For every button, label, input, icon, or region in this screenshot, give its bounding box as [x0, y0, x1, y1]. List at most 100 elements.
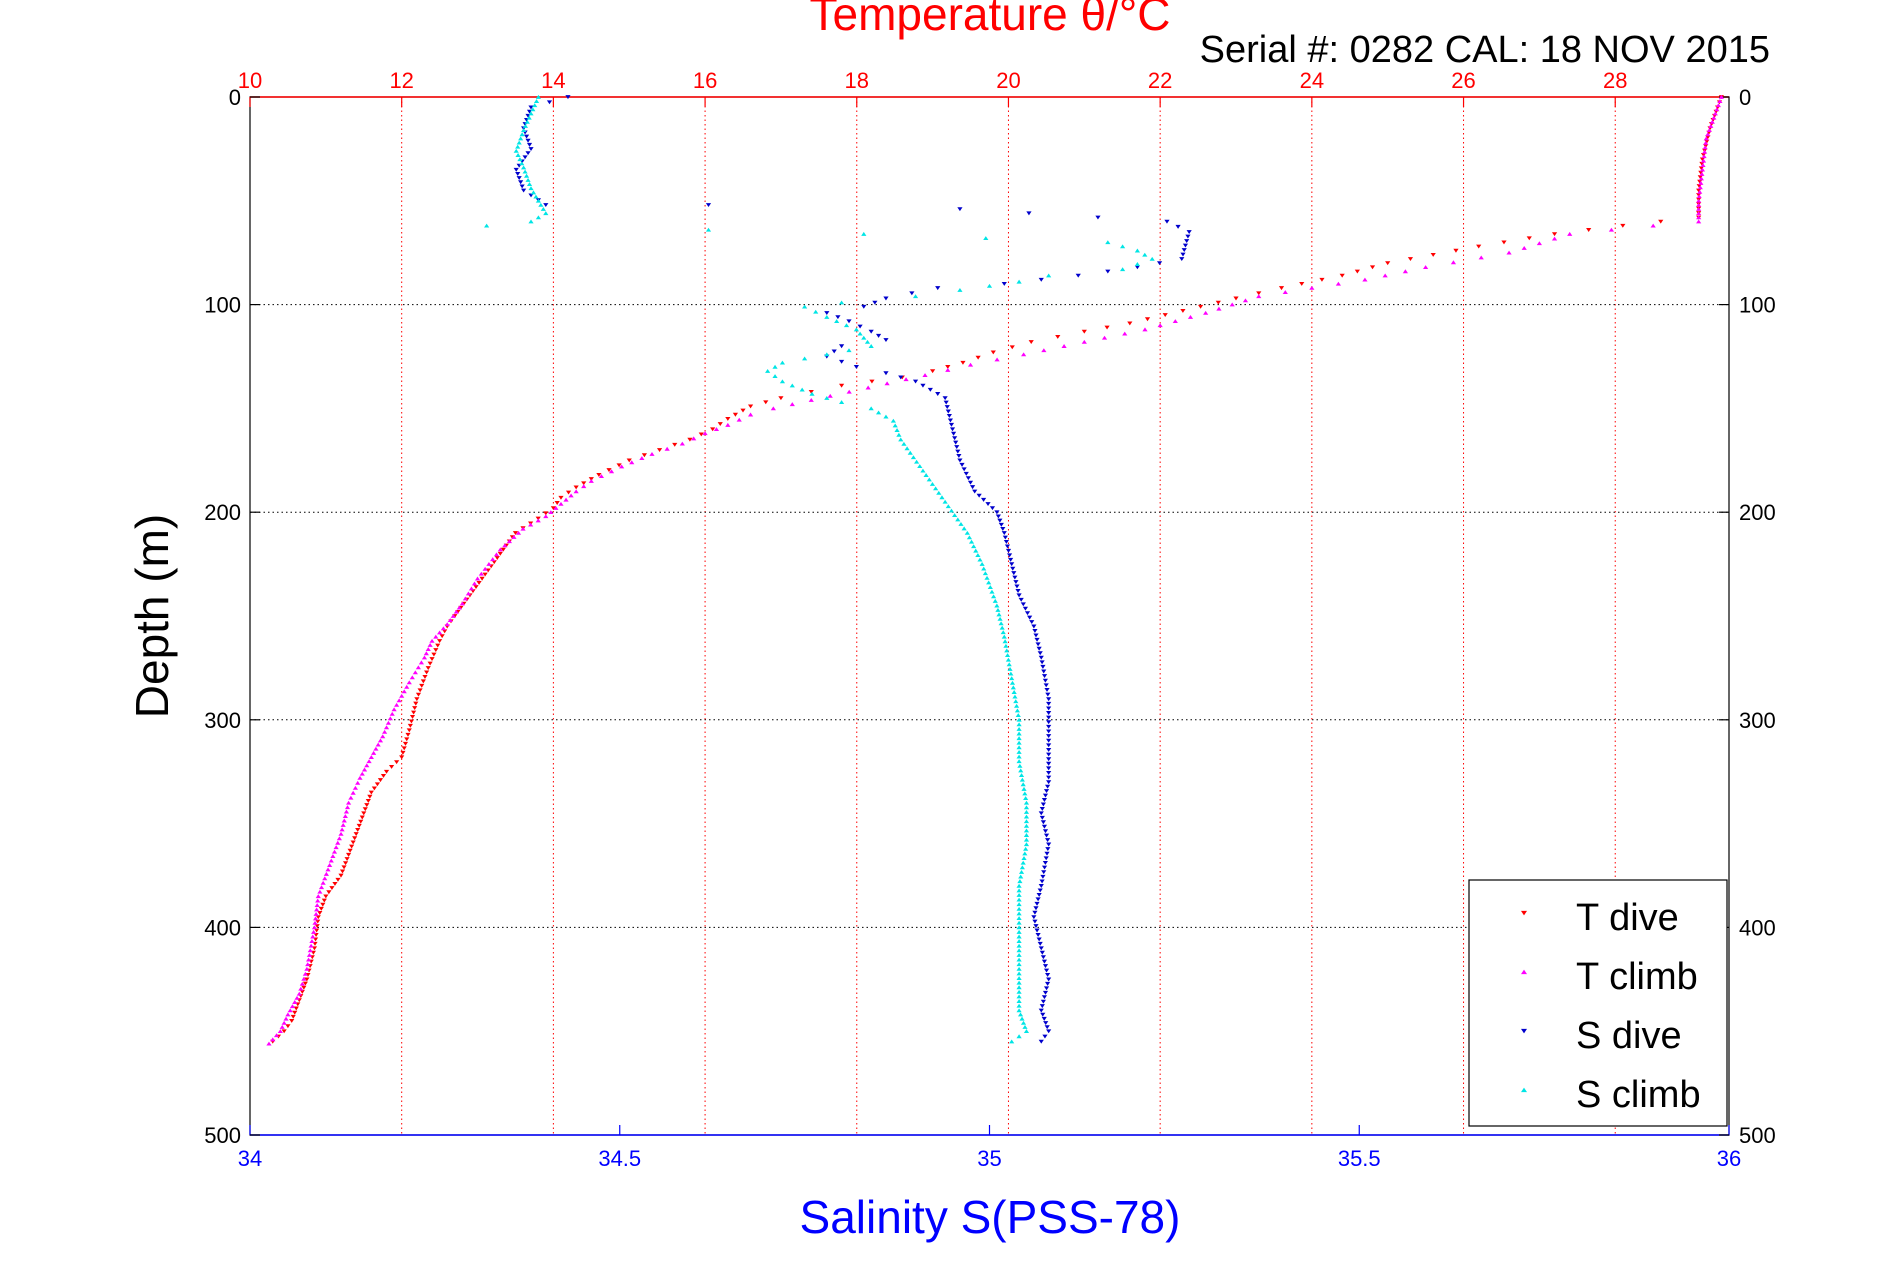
- legend-marker: [1521, 1087, 1527, 1093]
- data-point: [977, 557, 983, 562]
- left-tick-label: 300: [204, 708, 241, 733]
- data-point: [1034, 637, 1040, 642]
- data-point: [789, 383, 795, 388]
- data-point: [299, 981, 305, 986]
- data-point: [371, 750, 377, 755]
- data-point: [581, 484, 587, 489]
- data-point: [320, 880, 326, 885]
- data-point: [1699, 172, 1705, 176]
- data-point: [894, 428, 900, 433]
- data-point: [954, 445, 960, 450]
- data-point: [961, 526, 967, 531]
- data-point: [350, 840, 356, 845]
- data-point: [1016, 736, 1022, 741]
- data-point: [338, 831, 344, 836]
- data-point: [374, 782, 381, 787]
- data-point: [968, 539, 975, 544]
- data-point: [1658, 219, 1664, 224]
- data-point: [984, 575, 990, 580]
- data-point: [1040, 955, 1046, 960]
- data-point: [453, 609, 459, 614]
- data-point: [853, 365, 859, 369]
- data-point: [522, 155, 528, 160]
- data-point: [362, 807, 368, 812]
- data-point: [992, 598, 998, 603]
- data-point: [1704, 139, 1710, 144]
- data-point: [846, 319, 852, 324]
- data-point: [1040, 664, 1046, 669]
- data-point: [956, 454, 962, 458]
- serial-label: Serial #: 0282 CAL: 18 NOV 2015: [1200, 29, 1770, 71]
- data-point: [999, 625, 1005, 630]
- data-point: [468, 586, 475, 591]
- data-point: [543, 211, 549, 216]
- data-point: [512, 531, 519, 536]
- data-point: [732, 412, 739, 417]
- data-point: [990, 350, 996, 355]
- data-point: [1010, 566, 1016, 571]
- data-point: [368, 790, 374, 795]
- data-point: [1043, 986, 1050, 991]
- data-point: [875, 410, 882, 415]
- top-tick-label: 28: [1603, 68, 1627, 93]
- data-point: [639, 456, 645, 461]
- data-point: [958, 521, 964, 526]
- data-point: [778, 396, 784, 401]
- data-point: [1044, 687, 1050, 692]
- data-point: [1039, 1004, 1045, 1009]
- data-point: [1016, 989, 1022, 994]
- data-point: [1101, 335, 1108, 340]
- data-point: [320, 902, 326, 907]
- data-point: [1198, 304, 1204, 309]
- data-point: [948, 508, 955, 513]
- data-point: [1046, 775, 1052, 780]
- data-point: [1180, 252, 1186, 257]
- data-point: [462, 596, 469, 601]
- data-point: [377, 738, 384, 743]
- data-point: [1046, 720, 1052, 725]
- data-point: [1033, 633, 1039, 638]
- data-point: [1041, 1016, 1047, 1021]
- data-point: [869, 379, 875, 384]
- data-point: [935, 392, 941, 396]
- data-point: [1014, 584, 1020, 589]
- data-point: [965, 476, 971, 481]
- data-point: [301, 985, 307, 990]
- data-point: [1711, 115, 1717, 120]
- data-point: [429, 638, 435, 643]
- data-point: [1005, 548, 1012, 553]
- data-point: [1032, 910, 1038, 915]
- data-point: [1184, 239, 1190, 244]
- data-point: [317, 911, 323, 915]
- data-point: [1319, 277, 1325, 282]
- data-point: [437, 639, 443, 643]
- data-point: [1016, 980, 1022, 985]
- data-point: [533, 194, 539, 199]
- data-point: [779, 379, 786, 384]
- data-point: [317, 889, 323, 894]
- data-point: [725, 422, 731, 427]
- data-point: [513, 167, 519, 172]
- data-point: [524, 119, 530, 124]
- data-point: [1038, 1008, 1044, 1013]
- data-point: [705, 203, 712, 208]
- data-point: [1105, 240, 1111, 245]
- data-point: [565, 490, 572, 495]
- right-tick-label: 500: [1739, 1123, 1776, 1148]
- data-point: [522, 169, 528, 174]
- bottom-tick-label: 34: [238, 1146, 262, 1171]
- data-point: [521, 165, 527, 170]
- data-point: [1023, 833, 1030, 837]
- data-point: [1430, 252, 1436, 257]
- data-point: [864, 339, 871, 344]
- data-point: [327, 863, 333, 867]
- data-point: [980, 497, 987, 502]
- data-point: [1696, 207, 1702, 211]
- data-point: [313, 932, 319, 937]
- data-point: [713, 427, 720, 431]
- data-point: [411, 710, 417, 715]
- data-point: [1120, 244, 1126, 249]
- data-point: [404, 737, 410, 742]
- data-point: [1586, 228, 1592, 232]
